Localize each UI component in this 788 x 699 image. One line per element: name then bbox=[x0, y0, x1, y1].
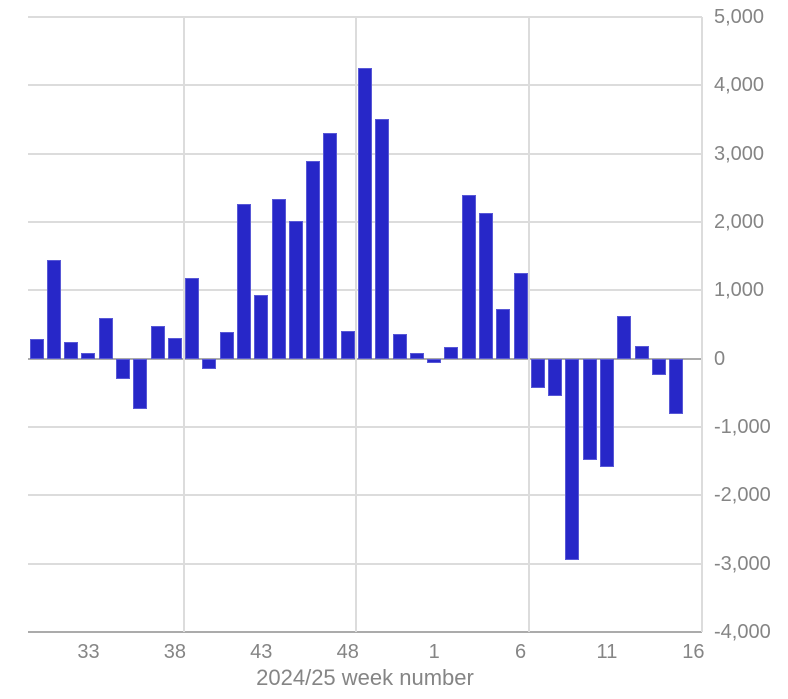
bar-week-33 bbox=[81, 352, 96, 359]
h-gridline bbox=[28, 16, 702, 18]
y-tick-label: -1,000 bbox=[714, 416, 771, 438]
bar-week-43 bbox=[254, 295, 269, 359]
bar-week-41 bbox=[219, 332, 234, 359]
bar-week-50 bbox=[375, 118, 390, 359]
bar-week-10 bbox=[582, 358, 597, 460]
y-tick-label: 5,000 bbox=[714, 6, 765, 28]
h-gridline bbox=[28, 426, 702, 428]
x-tick-label: 11 bbox=[596, 641, 618, 663]
bar-week-45 bbox=[288, 221, 303, 359]
bar-week-5 bbox=[496, 308, 511, 359]
bar-week-51 bbox=[392, 334, 407, 359]
y-tick-label: -3,000 bbox=[714, 552, 771, 575]
bar-week-4 bbox=[478, 213, 493, 359]
x-tick-label: 48 bbox=[336, 641, 359, 663]
bar-week-42 bbox=[237, 203, 252, 359]
bar-week-8 bbox=[548, 358, 563, 397]
y-tick-label: 3,000 bbox=[714, 142, 765, 165]
bar-week-11 bbox=[599, 358, 614, 468]
bar-week-7 bbox=[530, 358, 545, 389]
y-tick-label: 1,000 bbox=[714, 279, 765, 302]
bar-week-12 bbox=[617, 315, 632, 359]
y-tick-label: 0 bbox=[714, 347, 726, 370]
bar-week-36 bbox=[133, 358, 148, 410]
bar-week-49 bbox=[358, 67, 372, 359]
bar-week-6 bbox=[513, 273, 528, 359]
x-tick-label: 38 bbox=[163, 641, 187, 663]
bar-week-40 bbox=[202, 358, 217, 369]
bar-week-47 bbox=[323, 133, 338, 359]
v-gridline bbox=[182, 17, 185, 632]
v-gridline bbox=[355, 17, 358, 632]
bar-week-32 bbox=[64, 342, 79, 359]
bar-week-3 bbox=[461, 194, 476, 359]
bar-week-15 bbox=[669, 358, 684, 414]
y-tick-label: 2,000 bbox=[714, 211, 765, 233]
bar-week-52 bbox=[409, 352, 424, 359]
bar-week-38 bbox=[167, 338, 182, 359]
x-axis-title: 2024/25 week number bbox=[256, 665, 474, 690]
y-tick-label: -2,000 bbox=[714, 484, 771, 507]
h-gridline bbox=[28, 494, 702, 497]
x-tick-label: 1 bbox=[428, 641, 440, 663]
bar-week-39 bbox=[185, 278, 200, 359]
h-gridline bbox=[28, 562, 702, 565]
x-tick-label: 6 bbox=[514, 641, 527, 663]
zero-gridline bbox=[28, 357, 702, 360]
bar-week-31 bbox=[46, 259, 61, 359]
v-gridline bbox=[528, 17, 531, 632]
bar-week-13 bbox=[634, 345, 649, 359]
bar-week-46 bbox=[306, 161, 321, 359]
bar-week-48 bbox=[340, 330, 355, 359]
bar-week-37 bbox=[150, 325, 165, 359]
y-tick-label: -4,000 bbox=[714, 621, 771, 643]
x-tick-label: 16 bbox=[682, 641, 705, 663]
y-tick-label: 4,000 bbox=[714, 74, 765, 97]
bar-week-34 bbox=[98, 318, 113, 359]
x-tick-label: 33 bbox=[77, 641, 100, 663]
bar-week-30 bbox=[29, 338, 44, 359]
bar-week-1 bbox=[427, 358, 442, 364]
bar-week-9 bbox=[565, 358, 580, 561]
bar-week-2 bbox=[444, 346, 459, 359]
bar-week-35 bbox=[116, 358, 131, 380]
x-axis-line bbox=[28, 631, 702, 633]
v-gridline bbox=[701, 17, 703, 632]
x-tick-label: 43 bbox=[250, 641, 273, 663]
bar-week-14 bbox=[651, 358, 666, 376]
bar-week-44 bbox=[271, 199, 286, 359]
